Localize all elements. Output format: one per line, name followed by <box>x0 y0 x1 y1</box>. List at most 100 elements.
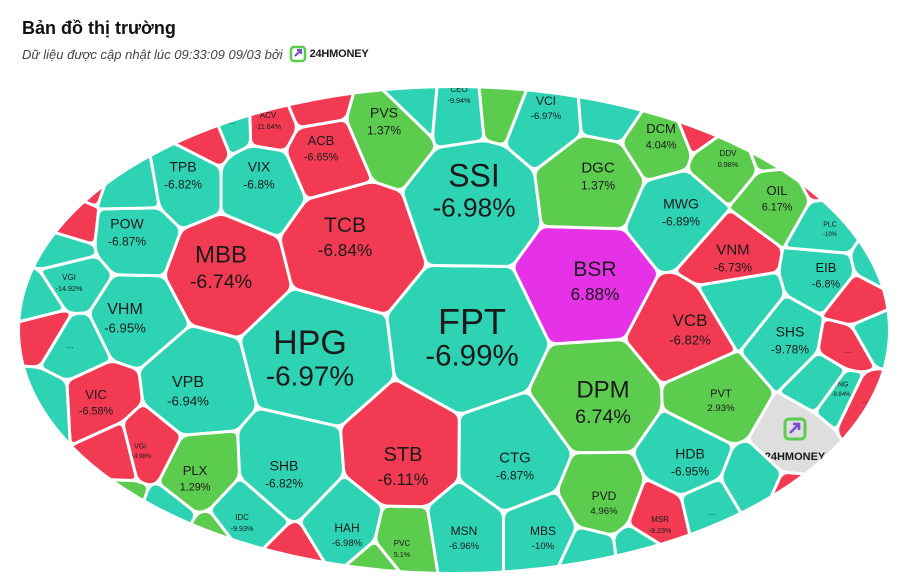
tile-change: -6.95% <box>671 465 709 479</box>
tile-change: 4.96% <box>590 506 618 517</box>
tile-ticker: HPG <box>273 324 347 362</box>
tile-change: 5.1% <box>394 550 411 559</box>
tile-change: -14.98% <box>129 454 152 460</box>
filler-tile: ... <box>753 471 890 574</box>
filler-tile: ... <box>817 318 876 374</box>
tile-ticker: TPB <box>169 159 196 175</box>
tile-change: -9.84% <box>831 392 851 398</box>
tile-change: 6.74% <box>575 406 631 428</box>
tile-ticker: MBB <box>195 241 247 268</box>
tile-change: -14.92% <box>56 284 83 293</box>
tile-ticker: CTG <box>499 450 531 467</box>
tile-change: -6.99% <box>425 340 519 373</box>
tile-ticker: MBS <box>530 524 556 538</box>
tile-change: -6.82% <box>669 333 711 348</box>
tile-ticker: HAH <box>334 521 359 535</box>
tile-ticker: OIL <box>767 183 788 198</box>
tile-ticker: DCM <box>646 121 676 136</box>
filler-tile-shape <box>753 471 890 574</box>
tile-ticker: MWG <box>663 196 699 212</box>
tile-change: -11.64% <box>255 122 282 131</box>
tile-change: -6.87% <box>496 469 534 483</box>
tile-change: -6.11% <box>378 471 429 489</box>
tile-ticker: VIC <box>85 387 107 402</box>
tile-change: -9.78% <box>771 343 809 357</box>
tile-change: -6.82% <box>265 477 303 491</box>
filler-tile <box>792 86 890 203</box>
update-text: Dữ liệu được cập nhật lúc 09:33:09 09/03… <box>22 46 283 62</box>
filler-tile-shape <box>475 86 538 146</box>
tile-ticker: ACB <box>308 133 335 148</box>
tile-change: -6.98% <box>432 192 515 222</box>
filler-tile <box>18 166 100 245</box>
tile-change: 6.88% <box>571 284 620 304</box>
tile-tcb[interactable]: TCB -6.84% <box>279 180 428 315</box>
brand-name: 24HMONEY <box>309 48 369 60</box>
page-title: Bản đồ thị trường <box>22 18 176 38</box>
tile-fpt[interactable]: FPT-6.99% <box>385 263 551 415</box>
more-label: ... <box>863 396 870 405</box>
tile-ticker: DGC <box>581 160 615 177</box>
tile-ticker: VNM <box>716 242 749 259</box>
treemap-outline <box>16 84 892 576</box>
filler-tile <box>358 86 441 137</box>
tile-pvc-shape <box>374 504 441 574</box>
tile-ticker: IDC <box>235 513 249 522</box>
tile-ticker: EIB <box>816 260 837 275</box>
tile-pvc[interactable]: PVC 5.1% <box>374 504 441 587</box>
tile-stb[interactable]: STB -6.11% <box>339 379 461 509</box>
tile-plx[interactable]: PLX 1.29% <box>158 429 241 514</box>
tile-vpb[interactable]: VPB -6.94% <box>137 325 258 437</box>
tile-ticker: PVD <box>592 489 617 503</box>
tile-ceo[interactable]: CEO -9.94% <box>431 60 486 149</box>
filler-tile <box>96 109 160 211</box>
filler-tile-shape <box>18 166 100 245</box>
tile-ticker: TCB <box>324 214 366 237</box>
tile-ticker: MSN <box>451 524 478 538</box>
tile-change: 1.37% <box>367 124 401 138</box>
tile-change: -9.23% <box>649 526 672 535</box>
tile-change: -9.94% <box>448 96 471 105</box>
brand-mark-icon <box>783 417 807 441</box>
tile-ticker: MSR <box>651 515 669 524</box>
filler-tile-shape <box>18 363 72 516</box>
tile-ticker: ACV <box>260 111 277 120</box>
tile-change: -6.8% <box>812 278 841 290</box>
tile-msn[interactable]: MSN -6.96% <box>426 480 505 587</box>
tile-change: -6.95% <box>104 321 146 336</box>
tile-change: -6.97% <box>531 111 562 122</box>
tile-change: -6.98% <box>332 538 363 549</box>
filler-tile-shape <box>792 86 890 203</box>
filler-tile <box>331 541 411 574</box>
tile-change: -6.87% <box>108 235 146 249</box>
tile-change: 0.98% <box>718 160 739 169</box>
tile-change: -10% <box>823 232 838 238</box>
more-label: ... <box>115 501 122 510</box>
tile-change: 2.93% <box>707 403 735 414</box>
tile-shb[interactable]: SHB -6.82% <box>236 407 345 524</box>
tile-pow[interactable]: POW -6.87% <box>93 206 182 278</box>
tile-mbb[interactable]: MBB -6.74% <box>164 213 293 339</box>
tile-change: -6.89% <box>662 215 700 229</box>
tile-ticker: BSR <box>573 258 616 281</box>
logo-label: 24HMONEY <box>765 451 826 463</box>
tile-ticker: HDB <box>675 446 705 462</box>
tile-change: -6.8% <box>243 178 275 192</box>
tile-ticker: PVS <box>370 105 398 121</box>
tile-ticker: VGI <box>62 273 76 282</box>
more-label: ... <box>67 341 74 350</box>
filler-tile-shape <box>358 86 441 137</box>
tile-change: 1.37% <box>581 179 615 193</box>
tile-change: -6.73% <box>714 261 752 275</box>
tile-tpb[interactable]: TPB -6.82% <box>145 129 223 230</box>
tile-ssi[interactable]: SSI-6.98% <box>401 139 543 268</box>
tile-ticker: STB <box>384 444 423 466</box>
tile-mbs[interactable]: MBS -10% <box>502 491 577 587</box>
brand-link[interactable]: 24HMONEY <box>289 45 369 63</box>
tile-change: -9.93% <box>231 524 254 533</box>
tile-dcm[interactable]: DCM 4.04% <box>621 84 693 181</box>
tile-mbs-shape <box>502 491 577 574</box>
tile-msn-shape <box>426 480 505 574</box>
brand-logo-icon <box>289 45 306 63</box>
